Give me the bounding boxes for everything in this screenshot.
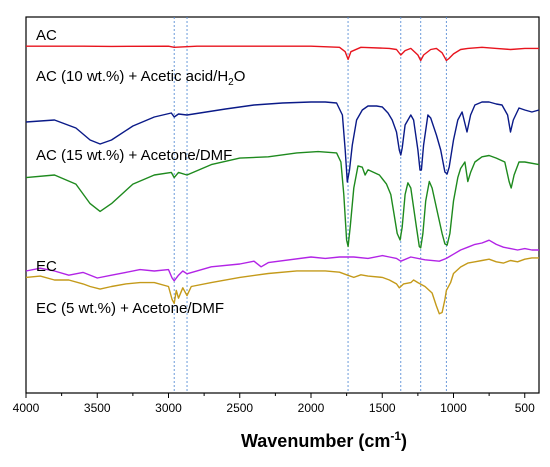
spectrum-line-2 (25, 150, 540, 249)
spectrum-line-0 (26, 45, 539, 62)
series-label-0: AC (36, 27, 57, 44)
x-tick-label-4: 2000 (298, 401, 325, 415)
x-tick-label-3: 2500 (226, 401, 253, 415)
x-tick-label-5: 1500 (369, 401, 396, 415)
x-tick-label-7: 500 (515, 401, 535, 415)
spectra (25, 45, 540, 315)
x-tick-label-1: 3500 (84, 401, 111, 415)
plot-frame (25, 16, 540, 394)
spectrum-line-1 (25, 101, 540, 183)
x-tick-label-6: 1000 (440, 401, 467, 415)
x-axis-title: Wavenumber (cm-1) (241, 429, 407, 451)
series-label-2: AC (15 wt.%) + Acetone/DMF (36, 147, 232, 164)
x-tick-label-0: 4000 (13, 401, 40, 415)
reference-lines (173, 17, 447, 393)
x-axis: 4000 3500 3000 2500 2000 1500 1000 500 (13, 393, 535, 415)
spectrum-line-4 (25, 257, 539, 315)
x-tick-label-2: 3000 (155, 401, 182, 415)
series-label-4: EC (5 wt.%) + Acetone/DMF (36, 300, 224, 317)
spectrum-line-3 (25, 239, 539, 282)
series-labels: AC AC (10 wt.%) + Acetic acid/H2O AC (15 w… (36, 27, 245, 317)
series-label-3: EC (36, 258, 57, 275)
series-label-1: AC (10 wt.%) + Acetic acid/H2O (36, 68, 245, 88)
